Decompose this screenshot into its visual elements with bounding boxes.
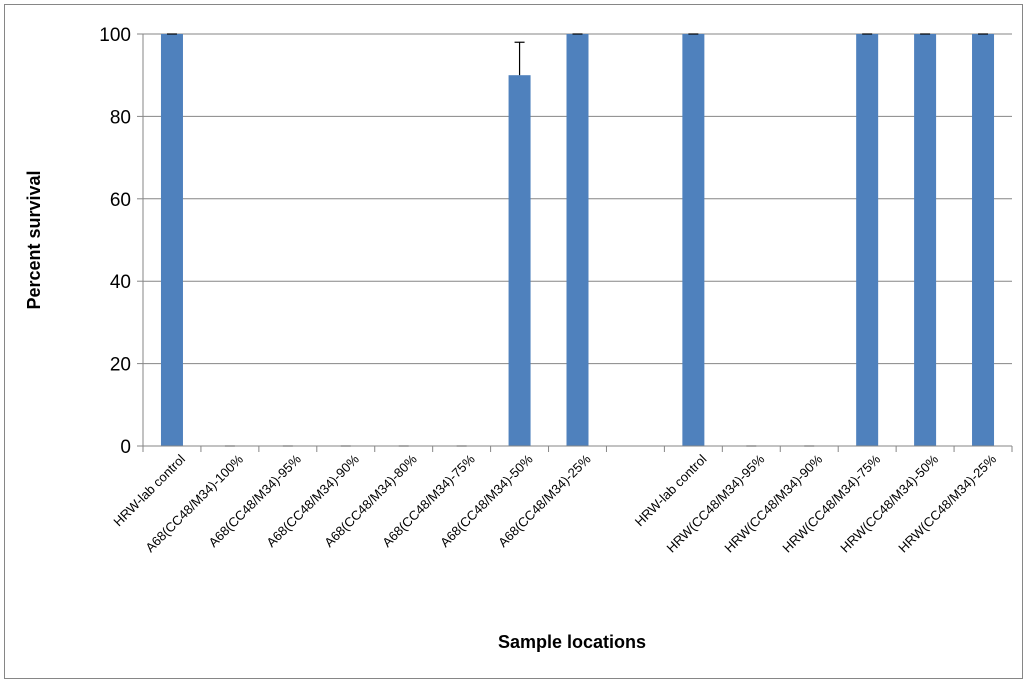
y-tick-label: 60 xyxy=(110,190,131,211)
axes xyxy=(137,33,1013,452)
bar xyxy=(160,34,183,446)
y-tick-label: 80 xyxy=(110,107,131,128)
y-axis-title: Percent survival xyxy=(24,170,44,309)
x-tick-label: HRW(CC48/M34)-95% xyxy=(663,451,767,555)
x-axis-title: Sample locations xyxy=(498,632,646,652)
bar xyxy=(508,75,531,446)
y-tick-label: 20 xyxy=(110,355,131,376)
bar xyxy=(914,34,937,446)
x-tick-label: HRW(CC48/M34)-90% xyxy=(721,451,825,555)
bar xyxy=(972,34,995,446)
y-tick-label: 40 xyxy=(110,272,131,293)
y-tick-label: 0 xyxy=(120,437,131,458)
bar xyxy=(566,34,589,446)
bars xyxy=(160,33,995,447)
x-tick-label: HRW(CC48/M34)-25% xyxy=(895,451,999,555)
y-tick-label: 100 xyxy=(99,25,131,46)
bar xyxy=(856,34,879,446)
x-tick-label: HRW(CC48/M34)-75% xyxy=(779,451,883,555)
x-tick-label: HRW(CC48/M34)-50% xyxy=(837,451,941,555)
x-tick-label: A68(CC48/M34)-100% xyxy=(142,451,246,555)
bar xyxy=(682,34,705,446)
